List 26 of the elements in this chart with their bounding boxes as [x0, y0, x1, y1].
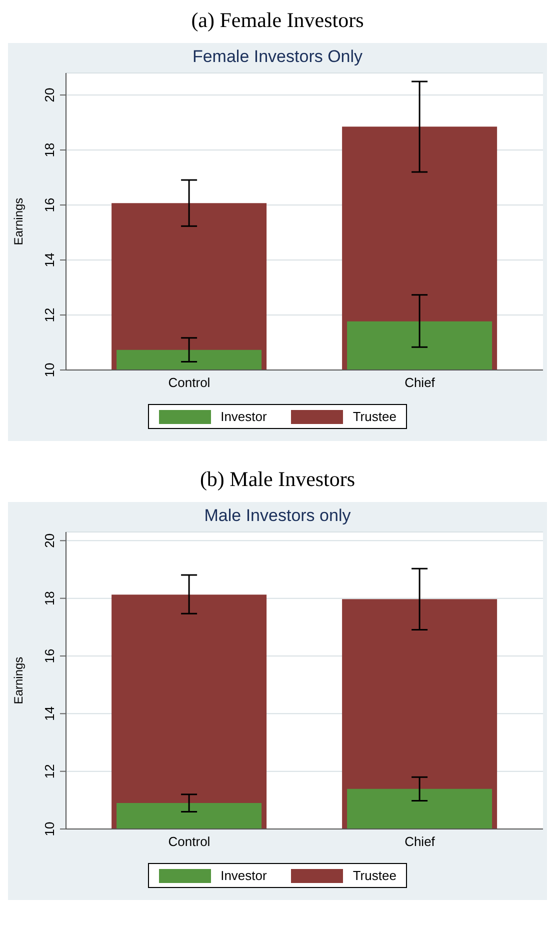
legend-label: Investor: [220, 409, 267, 424]
y-tick-label: 14: [42, 252, 57, 268]
chart-subtitle: Female Investors Only: [191, 47, 364, 68]
chart-title: (a) Female Investors: [190, 8, 365, 33]
y-tick-label: 16: [42, 198, 57, 212]
y-tick-label: 14: [42, 706, 57, 721]
y-tick-label: 18: [42, 142, 57, 158]
y-axis-title: Earnings: [11, 198, 26, 246]
legend-label: Investor: [220, 868, 267, 883]
y-tick-label: 12: [42, 308, 57, 322]
y-tick-label: 16: [42, 648, 57, 664]
x-tick-label: Control: [168, 834, 210, 850]
y-tick-label: 18: [42, 591, 57, 606]
chart-subtitle: Male Investors only: [203, 506, 352, 527]
y-tick-label: 10: [42, 822, 57, 836]
y-tick-label: 12: [42, 764, 57, 779]
legend-label: Trustee: [352, 868, 396, 883]
y-axis-title: Earnings: [11, 656, 26, 704]
x-tick-label: Control: [168, 375, 210, 390]
y-tick-label: 20: [42, 88, 57, 102]
y-tick-label: 10: [42, 362, 57, 378]
x-tick-label: Chief: [404, 375, 436, 390]
x-tick-label: Chief: [404, 834, 436, 850]
y-tick-label: 20: [42, 533, 57, 548]
chart-title: (b) Male Investors: [198, 467, 356, 492]
legend-label: Trustee: [352, 409, 396, 424]
